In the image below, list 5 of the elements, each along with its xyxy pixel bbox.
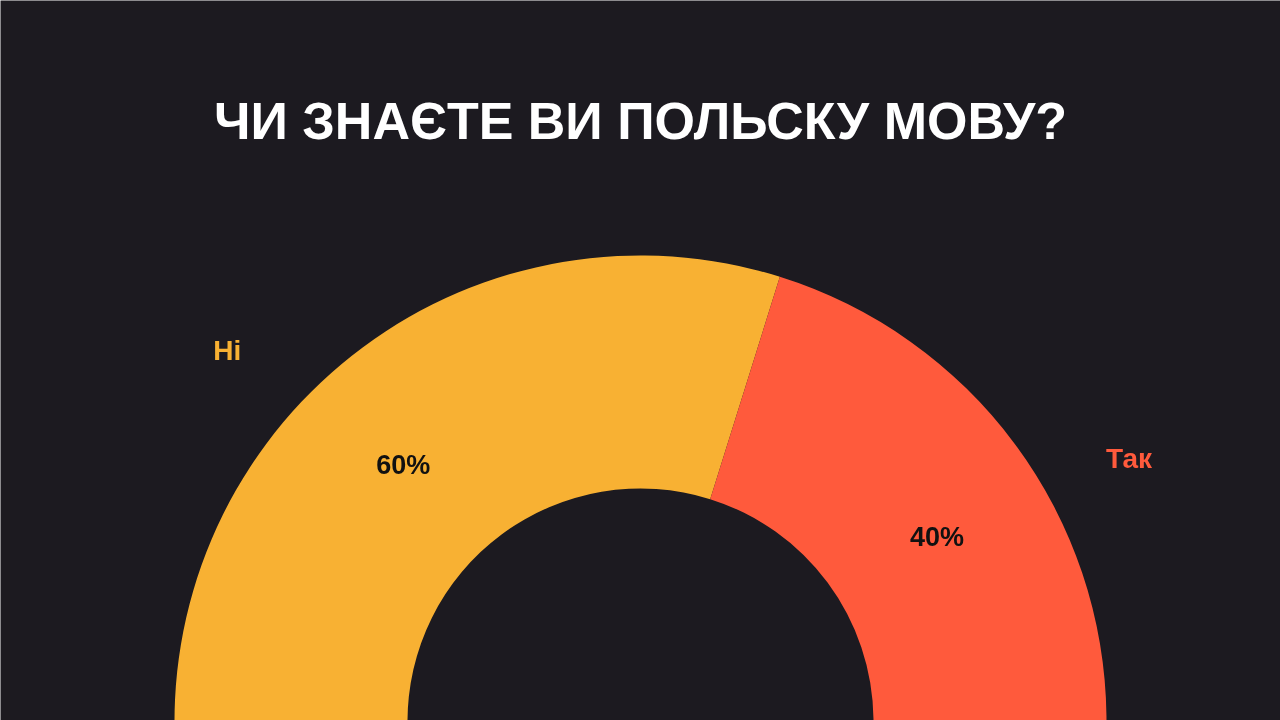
slice-label: Ні: [213, 335, 242, 367]
data-label: 40%: [910, 521, 965, 552]
chart-title: ЧИ ЗНАЄТЕ ВИ ПОЛЬСКУ МОВУ?: [213, 91, 1068, 150]
slice-label: Так: [1106, 442, 1154, 474]
data-label: 60%: [376, 449, 431, 480]
